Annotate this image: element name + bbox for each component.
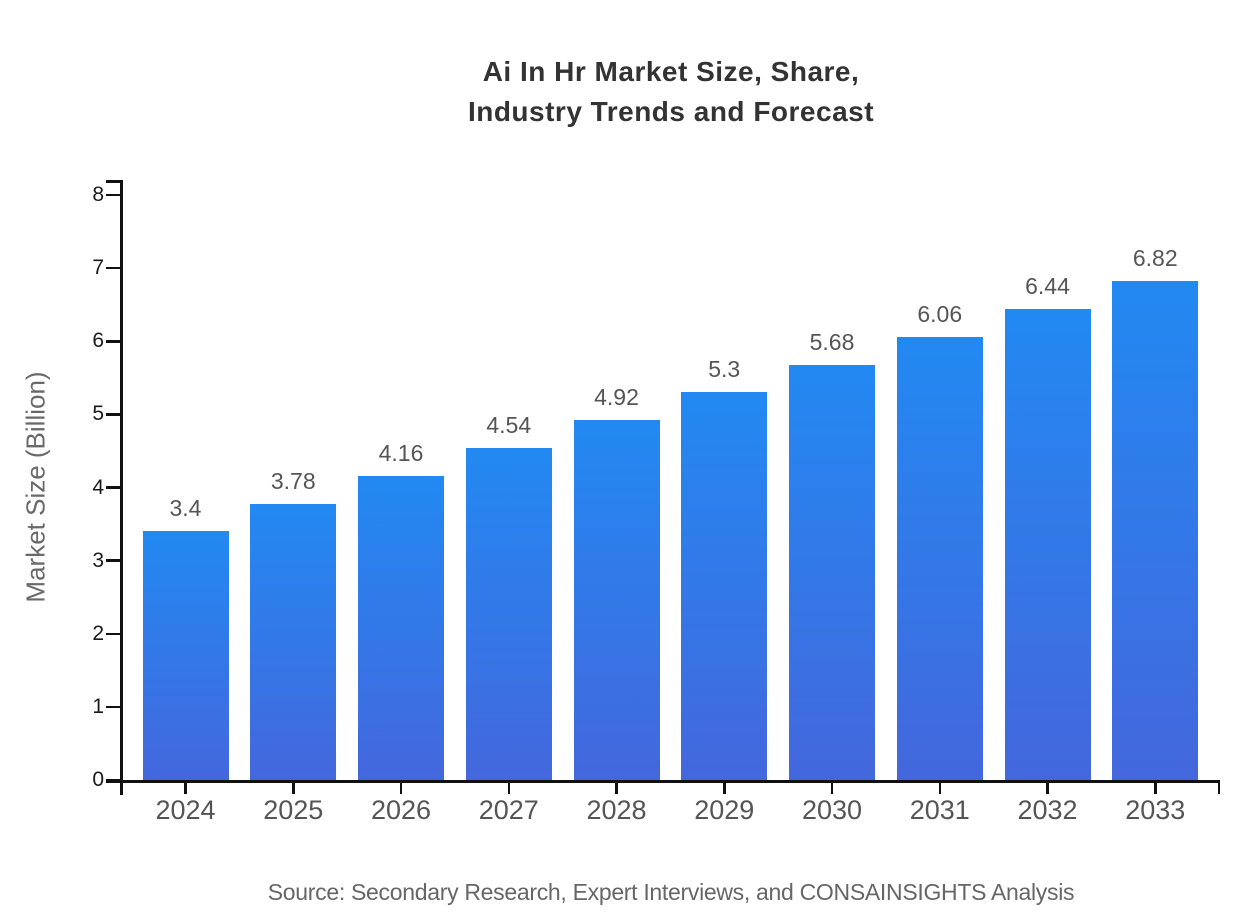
y-tick-label: 5 [92,402,104,426]
bar-value-label: 6.44 [1025,273,1070,300]
y-tick-label: 2 [92,621,104,645]
bar-value-label: 4.92 [594,384,639,411]
y-tick-label: 1 [92,694,104,718]
source-note: Source: Secondary Research, Expert Inter… [267,879,1075,905]
x-tick-label: 2024 [155,795,216,825]
x-tick-label: 2033 [1125,795,1186,825]
y-tick-label: 0 [92,768,104,791]
x-axis-tick [1154,780,1157,794]
chart-title-line-2: Industry Trends and Forecast [467,96,875,127]
chart-title-line-1: Ai In Hr Market Size, Share, [482,56,860,87]
x-tick-label: 2026 [370,795,432,825]
y-axis-tick [106,559,120,562]
chart-title: Ai In Hr Market Size, Share, Industry Tr… [82,52,1260,132]
x-tick-label: 2025 [263,795,324,825]
y-axis-tick [106,193,120,197]
x-axis-tick [723,780,726,794]
bar [789,364,875,780]
x-axis-tick [184,780,187,794]
x-axis-end-cap [1217,780,1220,794]
x-axis-tick [1046,780,1049,794]
y-axis-tick [106,413,120,416]
y-tick-label: 4 [92,475,104,499]
x-tick-label: 2031 [909,795,970,825]
bar [142,531,229,780]
x-tick-label: 2027 [478,795,539,825]
bar [1004,309,1091,780]
x-tick-label: 2032 [1017,795,1078,825]
x-axis-tick [938,780,941,794]
y-tick-label: 3 [92,548,104,572]
y-axis-tick [106,340,120,343]
bar-value-label: 3.78 [270,467,316,494]
bar-value-label: 4.54 [486,412,532,438]
bar [573,420,660,780]
y-axis-tick [106,632,120,635]
x-axis-tick [399,780,403,794]
y-tick-label: 8 [92,183,104,206]
x-tick-label: 2030 [801,795,863,825]
y-axis-end-cap [106,180,120,183]
bar [681,392,768,780]
y-axis-tick [106,486,120,489]
x-axis-tick [507,780,510,794]
y-axis-tick [106,705,120,709]
bar-value-label: 3.4 [169,495,202,522]
bar [358,475,444,780]
y-axis-spine [120,180,123,795]
y-tick-label: 7 [92,256,104,280]
bar [896,336,983,780]
x-tick-label: 2028 [586,795,647,825]
x-tick-label: 2029 [694,795,755,825]
bar-value-label: 4.16 [378,439,424,466]
bar [1112,281,1199,780]
y-axis-tick [106,266,120,270]
x-axis-tick [830,780,834,794]
bar [465,448,552,780]
bar-value-label: 6.06 [917,300,963,327]
x-axis-tick [615,780,618,794]
bar-value-label: 5.68 [809,328,855,355]
y-tick-label: 6 [92,329,104,353]
bar-value-label: 5.3 [708,356,741,383]
bar [250,503,337,780]
x-axis-spine [106,780,1220,783]
bar-value-label: 6.82 [1132,245,1178,272]
x-axis-tick [292,780,295,794]
